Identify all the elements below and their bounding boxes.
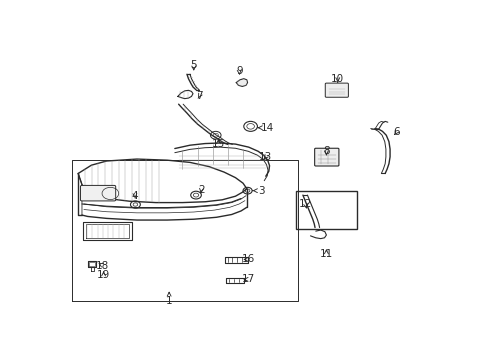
Text: 18: 18 [96,261,109,270]
Text: 13: 13 [259,152,272,162]
Text: 5: 5 [190,60,197,70]
Text: 7: 7 [196,91,203,101]
FancyBboxPatch shape [81,185,116,201]
FancyBboxPatch shape [314,148,338,166]
Text: 10: 10 [330,74,344,84]
Text: 17: 17 [241,274,254,284]
Text: 1: 1 [165,292,172,306]
Text: 4: 4 [131,191,138,201]
Text: 12: 12 [298,199,311,209]
Text: 8: 8 [323,146,329,156]
Text: 6: 6 [392,127,399,137]
Text: 9: 9 [235,66,242,76]
Text: 15: 15 [211,139,224,149]
Text: 16: 16 [242,255,255,264]
Bar [296,191,357,229]
Text: 2: 2 [198,185,204,195]
FancyBboxPatch shape [325,83,347,97]
Text: 11: 11 [319,249,332,259]
Text: 19: 19 [97,270,110,280]
Text: 3: 3 [252,186,264,196]
Text: 14: 14 [258,123,274,133]
